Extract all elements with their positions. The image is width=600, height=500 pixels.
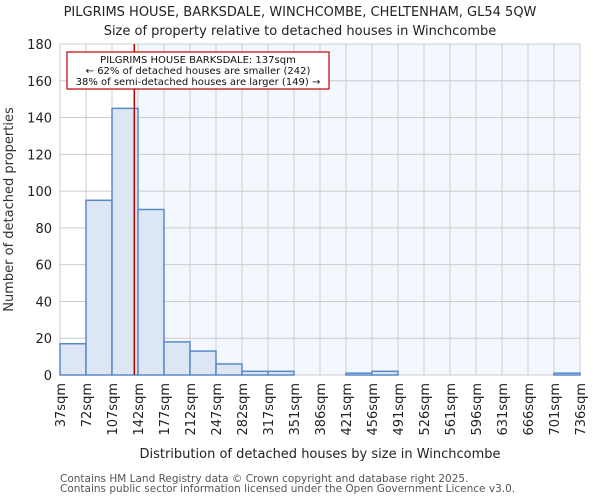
histogram-bar [59, 342, 87, 376]
histogram-bar [163, 341, 191, 376]
x-tick-label: 491sqm [392, 383, 407, 436]
x-tick-label: 456sqm [366, 383, 381, 436]
histogram-bar [371, 370, 399, 376]
histogram-bar [241, 370, 269, 376]
y-tick-label: 120 [27, 148, 52, 163]
x-axis-label: Distribution of detached houses by size … [139, 447, 500, 462]
larger-region-shading [134, 44, 581, 375]
x-tick-label: 247sqm [210, 383, 225, 436]
x-tick-label: 142sqm [132, 383, 147, 436]
y-tick-label: 140 [27, 112, 52, 127]
x-tick-label: 386sqm [314, 383, 329, 436]
x-tick-label: 526sqm [418, 383, 433, 436]
x-tick-label: 351sqm [288, 383, 303, 436]
annotation-line: PILGRIMS HOUSE BARKSDALE: 137sqm [100, 55, 296, 66]
y-tick-label: 40 [35, 295, 52, 310]
x-tick-label: 701sqm [548, 383, 563, 436]
annotation-box [66, 51, 330, 90]
histogram-bar [137, 208, 165, 376]
y-axis-label: Number of detached properties [2, 107, 17, 312]
x-tick-label: 736sqm [574, 383, 589, 436]
chart-subtitle: Size of property relative to detached ho… [103, 24, 497, 39]
y-tick-label: 100 [27, 185, 52, 200]
x-tick-label: 421sqm [340, 383, 355, 436]
x-tick-label: 72sqm [80, 383, 95, 427]
x-tick-label: 596sqm [470, 383, 485, 436]
y-tick-label: 60 [35, 259, 52, 274]
x-tick-label: 177sqm [158, 383, 173, 436]
y-tick-label: 80 [35, 222, 52, 237]
histogram-bar [215, 363, 243, 376]
histogram-bar [267, 370, 295, 376]
histogram-bar [345, 372, 373, 376]
y-tick-label: 20 [35, 332, 52, 347]
x-tick-label: 317sqm [262, 383, 277, 436]
x-tick-label: 282sqm [236, 383, 251, 436]
histogram-bar [189, 350, 217, 376]
footer-line-1: Contains HM Land Registry data © Crown c… [60, 473, 469, 485]
chart-title: PILGRIMS HOUSE, BARKSDALE, WINCHCOMBE, C… [63, 5, 537, 20]
x-tick-label: 561sqm [444, 383, 459, 436]
x-tick-label: 212sqm [184, 383, 199, 436]
x-tick-label: 666sqm [522, 383, 537, 436]
x-tick-label: 107sqm [106, 383, 121, 436]
annotation-line: ← 62% of detached houses are smaller (24… [86, 66, 311, 77]
histogram-bar [85, 199, 113, 376]
x-tick-label: 37sqm [54, 383, 69, 427]
y-tick-label: 180 [27, 38, 52, 53]
x-tick-label: 631sqm [496, 383, 511, 436]
footer-line-2: Contains public sector information licen… [60, 483, 516, 495]
y-tick-label: 160 [27, 75, 52, 90]
histogram-bar [553, 372, 581, 376]
annotation-line: 38% of semi-detached houses are larger (… [76, 77, 321, 88]
y-tick-label: 0 [44, 369, 52, 384]
